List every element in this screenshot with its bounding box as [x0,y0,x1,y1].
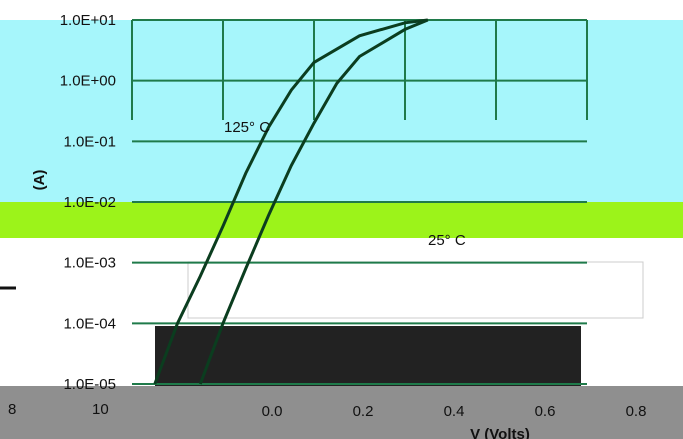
series-line-1 [198,18,429,385]
y-tick-label-5: 1.0E-04 [63,315,116,332]
white-strip [187,261,644,319]
green-band [0,202,683,238]
left-fragment-tick-1: 10 [92,401,109,418]
series-lines [153,18,429,385]
left-fragment-tick-0: 8 [8,401,16,418]
x-tick-label-4: 0.8 [626,403,647,420]
x-tick-labels: 0.00.20.40.60.81.0 [262,403,647,420]
x-tick-label-2: 0.4 [444,403,465,420]
x-tick-label-0: 0.0 [262,403,283,420]
x-axis-label: V (Volts) [470,426,530,439]
background-bands [0,20,683,439]
series-line-0 [153,18,428,385]
annotation-125c: 125° C [224,119,270,136]
y-axis-label: (A) [31,170,48,191]
dark-block [155,326,581,386]
annotation-25c: 25° C [428,232,466,249]
cyan-band-mid [0,120,683,202]
y-tick-label-3: 1.0E-02 [63,194,116,211]
y-tick-label-0: 1.0E+01 [60,12,116,29]
gray-band-bottom [0,386,683,439]
y-tick-label-6: 1.0E-05 [63,376,116,393]
x-tick-label-1: 0.2 [353,403,374,420]
x-tick-label-3: 0.6 [535,403,556,420]
y-tick-label-2: 1.0E-01 [63,133,116,150]
y-tick-label-1: 1.0E+00 [60,73,116,90]
gray-band-left [0,320,155,386]
y-tick-labels: 1.0E+01 1.0E+00 1.0E-01 1.0E-02 1.0E-03 1.0E-… [60,12,116,393]
y-tick-label-4: 1.0E-03 [63,255,116,272]
cyan-band-top [0,20,683,120]
